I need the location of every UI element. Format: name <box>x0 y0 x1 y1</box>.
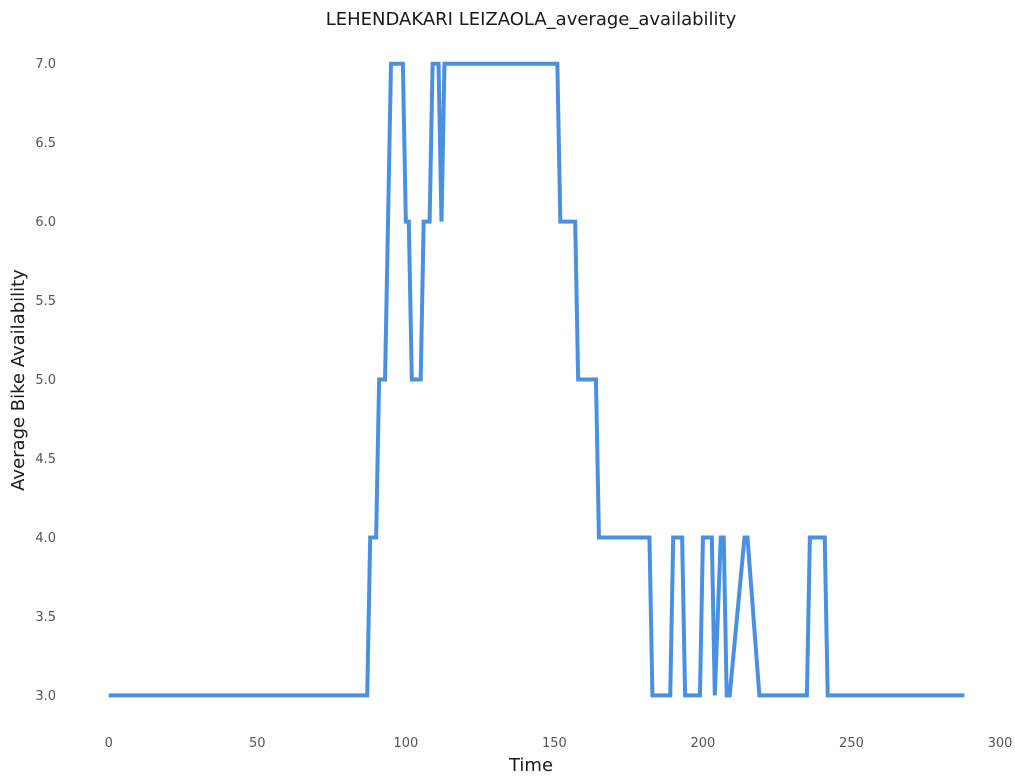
y-tick-labels: 3.0 3.5 4.0 4.5 5.0 5.5 6.0 6.5 7.0 <box>35 57 56 704</box>
y-axis-label: Average Bike Availability <box>8 269 29 491</box>
x-tick-label: 150 <box>542 736 567 751</box>
y-tick-label: 5.0 <box>35 373 56 388</box>
series-line <box>108 61 965 698</box>
y-tick-label: 3.5 <box>35 610 56 625</box>
y-tick-label: 6.0 <box>35 215 56 230</box>
y-tick-label: 7.0 <box>35 57 56 72</box>
y-tick-label: 4.0 <box>35 531 56 546</box>
chart-title: LEHENDAKARI LEIZAOLA_average_availabilit… <box>326 9 737 30</box>
x-tick-label: 200 <box>691 736 716 751</box>
y-tick-label: 4.5 <box>35 452 56 467</box>
plot-area: 3.0 3.5 4.0 4.5 5.0 5.5 6.0 6.5 7.0 0 50 100 150 200… <box>35 57 1012 751</box>
x-tick-labels: 0 50 100 150 200 250 300 <box>105 736 1013 751</box>
x-tick-label: 300 <box>988 736 1013 751</box>
y-tick-label: 5.5 <box>35 294 56 309</box>
y-tick-label: 6.5 <box>35 136 56 151</box>
x-tick-label: 100 <box>393 736 418 751</box>
x-tick-label: 0 <box>105 736 113 751</box>
x-tick-label: 50 <box>249 736 266 751</box>
x-axis-label: Time <box>508 755 553 776</box>
x-tick-label: 250 <box>839 736 864 751</box>
y-tick-label: 3.0 <box>35 689 56 704</box>
